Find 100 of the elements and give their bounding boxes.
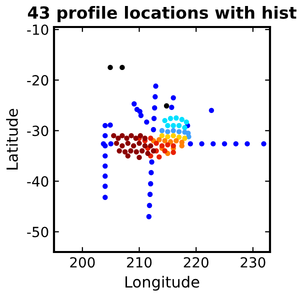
point [122, 149, 128, 154]
x-tick-label: 210 [127, 257, 152, 268]
y-tick-label: -40 [27, 176, 48, 187]
point [170, 133, 176, 138]
point [128, 133, 134, 138]
point [116, 148, 122, 154]
point [102, 133, 108, 138]
point [114, 140, 120, 146]
point [142, 136, 148, 141]
point [208, 108, 214, 114]
point [165, 142, 170, 148]
point [108, 141, 114, 146]
point [116, 136, 121, 141]
point [188, 141, 194, 146]
point [174, 115, 179, 121]
point [153, 84, 158, 89]
point [169, 104, 174, 110]
point [165, 134, 170, 140]
point [148, 136, 154, 141]
point [102, 153, 108, 159]
point [134, 149, 140, 154]
point [210, 141, 216, 146]
point [162, 148, 168, 154]
point [133, 136, 138, 141]
point [128, 148, 134, 154]
point [199, 141, 204, 146]
point [156, 154, 162, 160]
point [108, 64, 113, 70]
point [102, 122, 108, 128]
point [148, 143, 154, 148]
point [154, 140, 159, 146]
point [233, 141, 238, 146]
point [142, 143, 148, 148]
point [120, 64, 125, 70]
point [261, 141, 266, 146]
point [159, 133, 165, 138]
point [120, 143, 125, 148]
point [146, 214, 152, 220]
point [138, 133, 143, 138]
point [146, 202, 152, 208]
point [156, 137, 162, 142]
point [174, 138, 179, 144]
y-tick-label: -50 [27, 226, 48, 238]
point [164, 103, 170, 108]
point [168, 116, 174, 122]
point [162, 138, 168, 144]
point [222, 141, 228, 146]
point [176, 129, 182, 134]
point [170, 150, 176, 155]
point [244, 141, 250, 146]
point [150, 127, 156, 132]
point [124, 136, 130, 141]
point [125, 153, 130, 159]
point [165, 122, 170, 128]
point [136, 140, 142, 146]
point [176, 122, 182, 128]
point [179, 116, 184, 122]
point [140, 148, 145, 154]
point [102, 184, 108, 189]
point [170, 122, 176, 128]
x-tick-label: 200 [70, 257, 95, 268]
point [182, 125, 188, 130]
point [130, 143, 136, 148]
point [148, 181, 154, 186]
point [147, 192, 153, 197]
y-tick-label: -20 [27, 75, 48, 86]
x-tick-label: 220 [184, 257, 208, 268]
point [150, 148, 156, 154]
point [144, 119, 150, 125]
point [125, 140, 130, 146]
point [132, 101, 137, 106]
point [136, 154, 142, 160]
point [145, 150, 150, 156]
point [102, 174, 108, 179]
point [151, 116, 157, 122]
x-tick-label: 230 [240, 257, 266, 268]
point [120, 133, 125, 138]
point [108, 122, 113, 128]
y-tick-label: -30 [27, 126, 48, 136]
point [102, 194, 108, 200]
point [170, 128, 176, 134]
chart-title: 43 profile locations with hist [28, 6, 296, 22]
y-tick-label: -10 [27, 24, 48, 35]
point [182, 136, 188, 141]
point [159, 143, 165, 148]
point [111, 133, 116, 138]
point [102, 163, 108, 169]
y-axis-title: Latitude [6, 108, 18, 170]
point [159, 128, 165, 134]
point [162, 118, 168, 124]
point [152, 94, 158, 100]
point [176, 134, 182, 140]
point [170, 143, 176, 148]
point [138, 112, 144, 118]
point [152, 105, 158, 110]
point [149, 159, 154, 165]
point [184, 119, 190, 125]
point [148, 170, 154, 176]
point [170, 95, 176, 100]
point [165, 129, 170, 134]
